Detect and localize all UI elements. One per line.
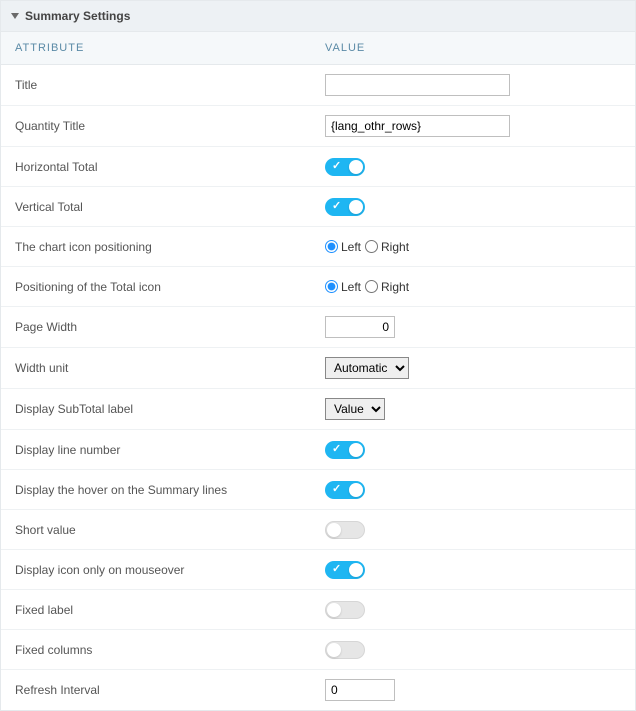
row-page-width: Page Width	[1, 307, 635, 348]
label-display-subtotal: Display SubTotal label	[15, 402, 325, 416]
label-display-hover: Display the hover on the Summary lines	[15, 483, 325, 497]
total-icon-right-radio[interactable]	[365, 280, 378, 293]
label-fixed-columns: Fixed columns	[15, 643, 325, 657]
summary-settings-panel: Summary Settings ATTRIBUTE VALUE Title Q…	[0, 0, 636, 711]
label-display-icon-mouseover: Display icon only on mouseover	[15, 563, 325, 577]
row-refresh-interval: Refresh Interval	[1, 670, 635, 710]
label-short-value: Short value	[15, 523, 325, 537]
row-display-hover: Display the hover on the Summary lines ✓	[1, 470, 635, 510]
label-quantity-title: Quantity Title	[15, 119, 325, 133]
row-short-value: Short value	[1, 510, 635, 550]
display-icon-mouseover-toggle[interactable]: ✓	[325, 561, 365, 579]
row-fixed-label: Fixed label	[1, 590, 635, 630]
row-fixed-columns: Fixed columns	[1, 630, 635, 670]
column-header-attribute: ATTRIBUTE	[15, 42, 325, 54]
check-icon: ✓	[332, 199, 341, 212]
fixed-label-toggle[interactable]	[325, 601, 365, 619]
toggle-knob	[327, 643, 341, 657]
check-icon: ✓	[332, 482, 341, 495]
total-icon-left-radio[interactable]	[325, 280, 338, 293]
row-display-icon-mouseover: Display icon only on mouseover ✓	[1, 550, 635, 590]
total-icon-right-label: Right	[381, 280, 409, 294]
label-display-line-number: Display line number	[15, 443, 325, 457]
check-icon: ✓	[332, 442, 341, 455]
row-display-subtotal: Display SubTotal label Value	[1, 389, 635, 430]
toggle-knob	[349, 443, 363, 457]
check-icon: ✓	[332, 159, 341, 172]
display-line-number-toggle[interactable]: ✓	[325, 441, 365, 459]
label-fixed-label: Fixed label	[15, 603, 325, 617]
fixed-columns-toggle[interactable]	[325, 641, 365, 659]
label-title: Title	[15, 78, 325, 92]
width-unit-select[interactable]: Automatic	[325, 357, 409, 379]
label-total-icon-positioning: Positioning of the Total icon	[15, 280, 325, 294]
total-icon-left-label: Left	[341, 280, 361, 294]
toggle-knob	[349, 160, 363, 174]
toggle-knob	[349, 483, 363, 497]
title-input[interactable]	[325, 74, 510, 96]
chart-icon-left-label: Left	[341, 240, 361, 254]
vertical-total-toggle[interactable]: ✓	[325, 198, 365, 216]
toggle-knob	[327, 523, 341, 537]
quantity-title-input[interactable]	[325, 115, 510, 137]
label-page-width: Page Width	[15, 320, 325, 334]
row-horizontal-total: Horizontal Total ✓	[1, 147, 635, 187]
label-refresh-interval: Refresh Interval	[15, 683, 325, 697]
label-width-unit: Width unit	[15, 361, 325, 375]
label-chart-icon-positioning: The chart icon positioning	[15, 240, 325, 254]
chart-icon-radio-group: Left Right	[325, 240, 409, 254]
row-total-icon-positioning: Positioning of the Total icon Left Right	[1, 267, 635, 307]
display-hover-toggle[interactable]: ✓	[325, 481, 365, 499]
display-subtotal-select[interactable]: Value	[325, 398, 385, 420]
page-width-input[interactable]	[325, 316, 395, 338]
row-chart-icon-positioning: The chart icon positioning Left Right	[1, 227, 635, 267]
panel-header[interactable]: Summary Settings	[1, 1, 635, 32]
toggle-knob	[327, 603, 341, 617]
label-horizontal-total: Horizontal Total	[15, 160, 325, 174]
chart-icon-left-radio[interactable]	[325, 240, 338, 253]
row-vertical-total: Vertical Total ✓	[1, 187, 635, 227]
panel-title: Summary Settings	[25, 9, 130, 23]
short-value-toggle[interactable]	[325, 521, 365, 539]
chart-icon-right-radio[interactable]	[365, 240, 378, 253]
horizontal-total-toggle[interactable]: ✓	[325, 158, 365, 176]
row-display-line-number: Display line number ✓	[1, 430, 635, 470]
row-title: Title	[1, 65, 635, 106]
collapse-icon	[11, 13, 19, 19]
column-header-row: ATTRIBUTE VALUE	[1, 32, 635, 65]
column-header-value: VALUE	[325, 42, 621, 54]
label-vertical-total: Vertical Total	[15, 200, 325, 214]
total-icon-radio-group: Left Right	[325, 280, 409, 294]
toggle-knob	[349, 200, 363, 214]
toggle-knob	[349, 563, 363, 577]
row-quantity-title: Quantity Title	[1, 106, 635, 147]
row-width-unit: Width unit Automatic	[1, 348, 635, 389]
chart-icon-right-label: Right	[381, 240, 409, 254]
refresh-interval-input[interactable]	[325, 679, 395, 701]
check-icon: ✓	[332, 562, 341, 575]
